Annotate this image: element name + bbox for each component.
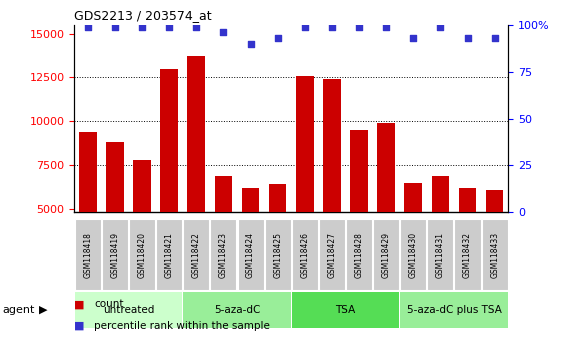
Bar (242, 188, 259, 297)
Bar (75, 292, 182, 328)
Bar (432, 176, 449, 297)
Text: GSM118427: GSM118427 (327, 232, 336, 278)
Text: agent: agent (3, 305, 35, 315)
Bar (292, 292, 399, 328)
Point (409, 35, 418, 41)
Point (327, 24, 336, 29)
Bar (210, 219, 236, 290)
Bar (319, 219, 345, 290)
Text: untreated: untreated (103, 305, 154, 315)
Bar (133, 160, 151, 297)
Point (138, 24, 147, 29)
Point (164, 24, 174, 29)
Point (219, 29, 228, 35)
Point (192, 24, 201, 29)
Text: GSM118433: GSM118433 (490, 232, 499, 278)
Text: GSM118428: GSM118428 (355, 232, 364, 278)
Text: GSM118424: GSM118424 (246, 232, 255, 278)
Point (463, 35, 472, 41)
Text: percentile rank within the sample: percentile rank within the sample (94, 321, 270, 331)
Bar (183, 219, 210, 290)
Point (83, 24, 93, 29)
Text: GSM118431: GSM118431 (436, 232, 445, 278)
Text: GSM118419: GSM118419 (110, 232, 119, 278)
Point (490, 35, 499, 41)
Text: TSA: TSA (335, 305, 356, 315)
Text: ■: ■ (74, 299, 85, 309)
Bar (129, 219, 155, 290)
Bar (400, 292, 508, 328)
Text: GDS2213 / 203574_at: GDS2213 / 203574_at (74, 9, 212, 22)
Text: GSM118426: GSM118426 (300, 232, 309, 278)
Bar (79, 132, 96, 297)
Text: GSM118430: GSM118430 (409, 232, 418, 278)
Text: GSM118429: GSM118429 (381, 232, 391, 278)
Text: 5-aza-dC: 5-aza-dC (214, 305, 260, 315)
Bar (102, 219, 128, 290)
Bar (292, 219, 318, 290)
Bar (346, 219, 372, 290)
Text: GSM118421: GSM118421 (164, 232, 174, 278)
Bar (427, 219, 453, 290)
Bar (404, 183, 422, 297)
Point (246, 41, 255, 46)
Point (436, 24, 445, 29)
Text: ▶: ▶ (39, 305, 47, 315)
Bar (156, 219, 182, 290)
Bar (350, 130, 368, 297)
Point (355, 24, 364, 29)
Text: GSM118418: GSM118418 (83, 232, 93, 278)
Bar (459, 188, 476, 297)
Text: ■: ■ (74, 321, 85, 331)
Bar (187, 56, 205, 297)
Point (300, 24, 309, 29)
Bar (106, 142, 124, 297)
Text: 5-aza-dC plus TSA: 5-aza-dC plus TSA (407, 305, 501, 315)
Text: GSM118420: GSM118420 (138, 232, 147, 278)
Bar (75, 219, 101, 290)
Bar (183, 292, 291, 328)
Text: GSM118425: GSM118425 (273, 232, 282, 278)
Text: count: count (94, 299, 124, 309)
Bar (160, 69, 178, 297)
Bar (238, 219, 264, 290)
Bar (481, 219, 508, 290)
Point (381, 24, 391, 29)
Bar (296, 76, 313, 297)
Point (110, 24, 119, 29)
Bar (377, 123, 395, 297)
Bar (269, 184, 287, 297)
Point (273, 35, 282, 41)
Bar (215, 176, 232, 297)
Bar (486, 190, 504, 297)
Bar (455, 219, 481, 290)
Text: GSM118432: GSM118432 (463, 232, 472, 278)
Bar (373, 219, 399, 290)
Text: GSM118423: GSM118423 (219, 232, 228, 278)
Bar (264, 219, 291, 290)
Text: GSM118422: GSM118422 (192, 232, 201, 278)
Bar (400, 219, 427, 290)
Bar (323, 79, 341, 297)
